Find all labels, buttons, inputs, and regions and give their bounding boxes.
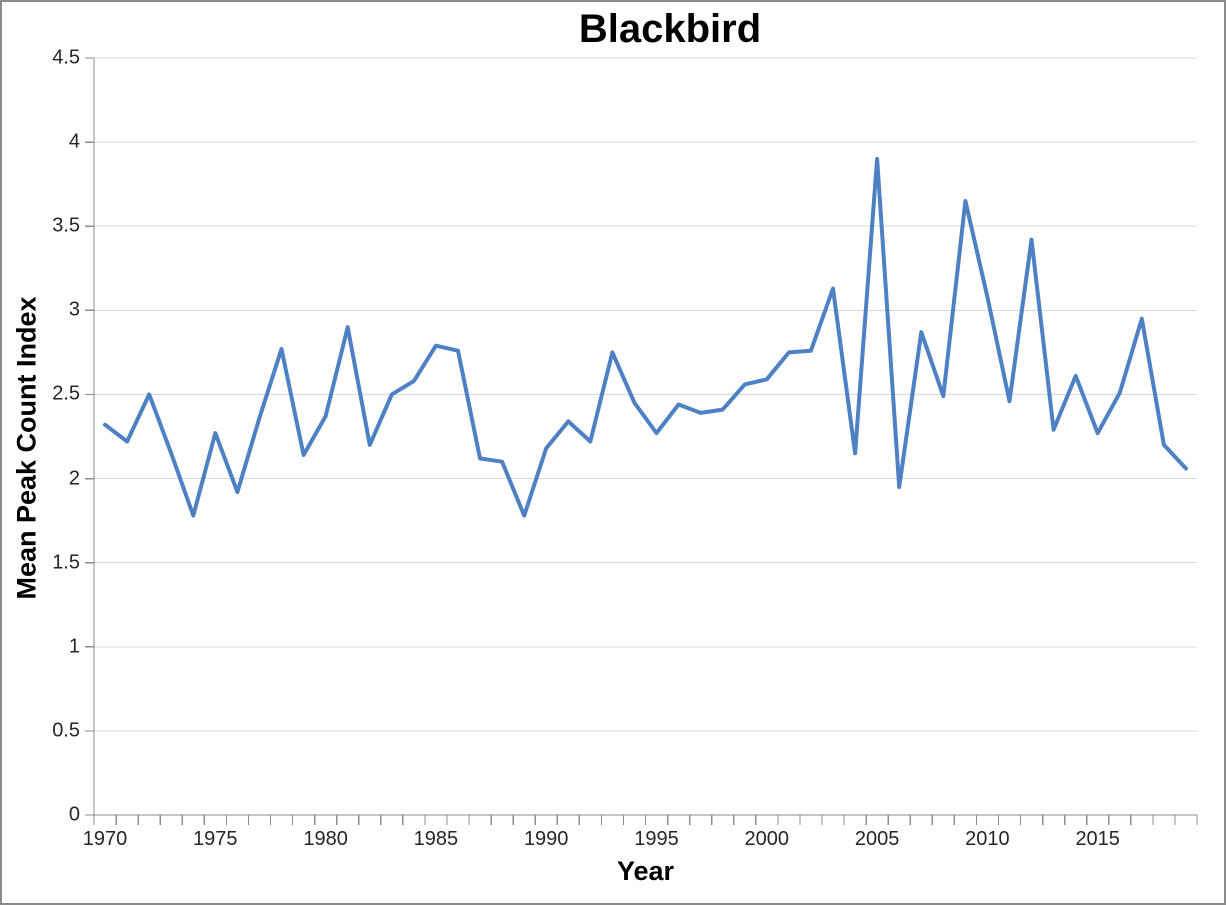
y-tick-label: 2: [68, 467, 80, 490]
x-tick-label: 1985: [413, 828, 459, 850]
x-tick-label: 2010: [965, 828, 1010, 850]
y-tick-label: 1.5: [52, 551, 80, 574]
y-tick-label: 4: [68, 130, 80, 153]
y-tick-label: 3.5: [52, 214, 80, 237]
x-tick-label: 1980: [303, 828, 348, 850]
x-tick-label: 1995: [634, 828, 679, 850]
x-tick-label: 1975: [193, 828, 238, 850]
y-axis-title: Mean Peak Count Index: [11, 296, 42, 600]
x-axis-title: Year: [616, 856, 675, 886]
chart-title: Blackbird: [578, 7, 762, 51]
x-tick-label: 1990: [523, 828, 569, 850]
x-tick-label: 1970: [82, 828, 128, 850]
x-tick-label: 2005: [854, 828, 900, 850]
y-tick-label: 1: [68, 635, 80, 658]
y-tick-label: 4.5: [52, 46, 80, 69]
series-line: [103, 156, 1188, 518]
x-tick-label: 2000: [744, 828, 790, 850]
y-tick-label: 3: [68, 298, 80, 321]
y-tick-label: 2.5: [52, 382, 80, 405]
y-tick-label: 0.5: [52, 719, 80, 742]
x-tick-label: 2015: [1075, 828, 1120, 850]
y-tick-label: 0: [68, 803, 80, 826]
